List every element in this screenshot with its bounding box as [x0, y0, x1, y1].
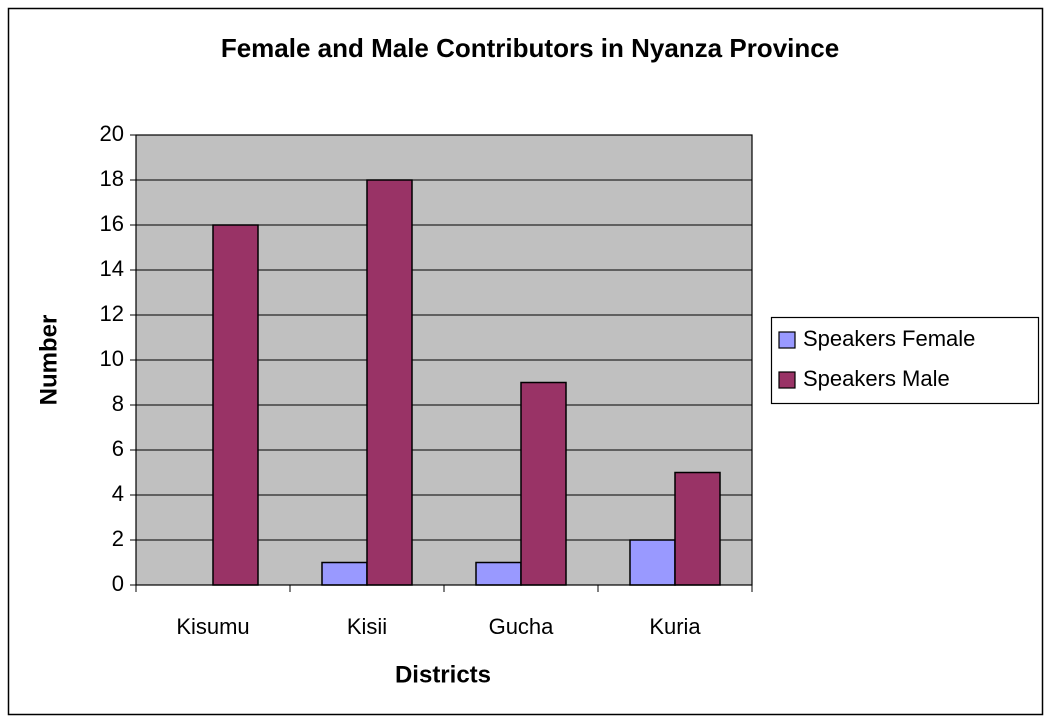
y-tick-label: 8	[112, 391, 124, 416]
y-tick-label: 20	[100, 121, 124, 146]
x-axis-label: Districts	[395, 661, 491, 688]
y-tick-label: 10	[100, 346, 124, 371]
legend-swatch	[778, 331, 796, 349]
y-tick-label: 2	[112, 526, 124, 551]
y-tick-label: 6	[112, 436, 124, 461]
y-tick-label: 12	[100, 301, 124, 326]
y-tick-label: 0	[112, 571, 124, 596]
y-tick-label: 14	[100, 256, 124, 281]
x-tick-label: Kisumu	[176, 614, 249, 639]
bar	[674, 471, 721, 586]
bar	[520, 381, 567, 586]
legend-box	[770, 316, 1040, 405]
bar	[321, 561, 368, 586]
y-axis-label: Number	[35, 315, 62, 406]
x-tick-label: Gucha	[489, 614, 555, 639]
x-tick-label: Kuria	[649, 614, 701, 639]
y-tick-label: 16	[100, 211, 124, 236]
x-tick-label: Kisii	[347, 614, 387, 639]
legend-swatch	[778, 371, 796, 389]
legend-label: Speakers Female	[803, 326, 975, 351]
y-tick-label: 4	[112, 481, 124, 506]
bar	[475, 561, 522, 586]
bar	[366, 179, 413, 586]
bar	[212, 224, 259, 586]
legend-label: Speakers Male	[803, 366, 950, 391]
bar	[629, 539, 676, 586]
y-tick-label: 18	[100, 166, 124, 191]
chart-title: Female and Male Contributors in Nyanza P…	[221, 33, 839, 63]
